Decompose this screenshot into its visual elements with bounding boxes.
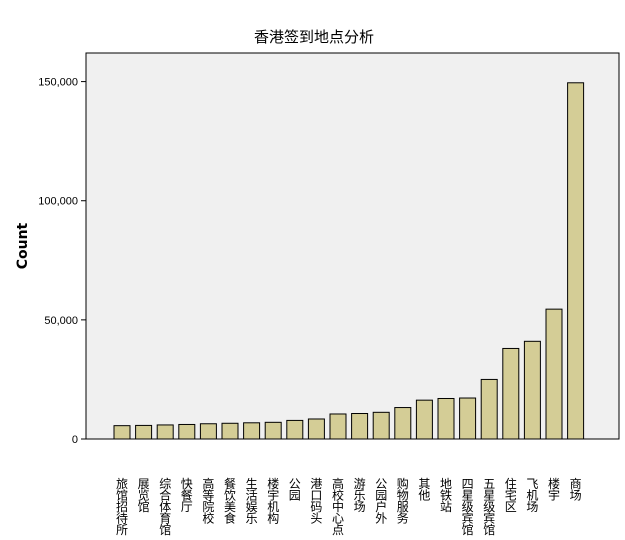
- x-tick-label: 四星级宾馆: [462, 477, 474, 537]
- x-tick-label: 公园: [289, 477, 301, 503]
- bar: [243, 422, 261, 440]
- x-tick-label: 地铁站: [440, 477, 452, 514]
- x-tick-label: 综合体育馆: [159, 477, 171, 537]
- bar: [394, 407, 412, 440]
- x-tick-label: 楼宇机构: [267, 476, 279, 526]
- y-tick-label: 100,000: [38, 196, 78, 208]
- bar-series: [113, 82, 585, 440]
- bar: [135, 424, 153, 440]
- bar: [307, 418, 325, 440]
- x-tick-label: 餐饮美食: [224, 476, 236, 526]
- bar: [199, 423, 217, 440]
- bar: [221, 422, 239, 440]
- y-tick-label: 150,000: [38, 77, 78, 89]
- bar: [156, 424, 174, 440]
- bar: [113, 425, 131, 440]
- bar: [178, 423, 196, 440]
- bar: [567, 82, 585, 440]
- x-tick-label: 商场: [570, 476, 582, 503]
- x-tick-label: 生活娱乐: [246, 477, 258, 526]
- bar: [415, 399, 433, 440]
- x-tick-label: 公园户外: [375, 477, 387, 526]
- bar: [264, 421, 282, 440]
- bar: [286, 419, 304, 440]
- x-tick-label: 楼宇: [548, 476, 560, 503]
- bar: [437, 397, 455, 440]
- y-tick-label: 0: [72, 434, 78, 446]
- x-tick-label: 五星级宾馆: [483, 477, 495, 537]
- x-tick-label: 高校中心点: [332, 476, 344, 537]
- x-tick-label: 其他: [418, 477, 430, 503]
- bar: [329, 413, 347, 440]
- x-tick-label: 高等院校: [202, 476, 214, 526]
- x-tick-label: 旅馆招待所: [116, 477, 128, 537]
- bar: [545, 308, 563, 440]
- bar: [502, 347, 520, 440]
- chart-title: 香港签到地点分析: [254, 28, 374, 46]
- bar: [523, 340, 541, 440]
- x-tick-label: 展览馆: [138, 477, 150, 514]
- x-axis-tick-labels: 旅馆招待所展览馆综合体育馆快餐厅高等院校餐饮美食生活娱乐楼宇机构公园港口码头高校…: [116, 476, 582, 537]
- y-axis-label: Count: [15, 222, 31, 269]
- x-tick-label: 快餐厅: [181, 477, 193, 514]
- y-tick-label: 50,000: [44, 315, 78, 327]
- x-tick-label: 游乐场: [354, 477, 366, 514]
- x-tick-label: 购物服务: [397, 476, 409, 526]
- x-tick-label: 港口码头: [310, 477, 322, 526]
- y-axis: 0 50,000 100,000 150,000: [38, 77, 86, 446]
- bar: [351, 413, 369, 440]
- bar: [372, 411, 390, 440]
- x-tick-label: 飞机场: [526, 477, 538, 514]
- x-tick-label: 住宅区: [505, 477, 517, 514]
- bar: [459, 397, 477, 440]
- bar: [480, 378, 498, 440]
